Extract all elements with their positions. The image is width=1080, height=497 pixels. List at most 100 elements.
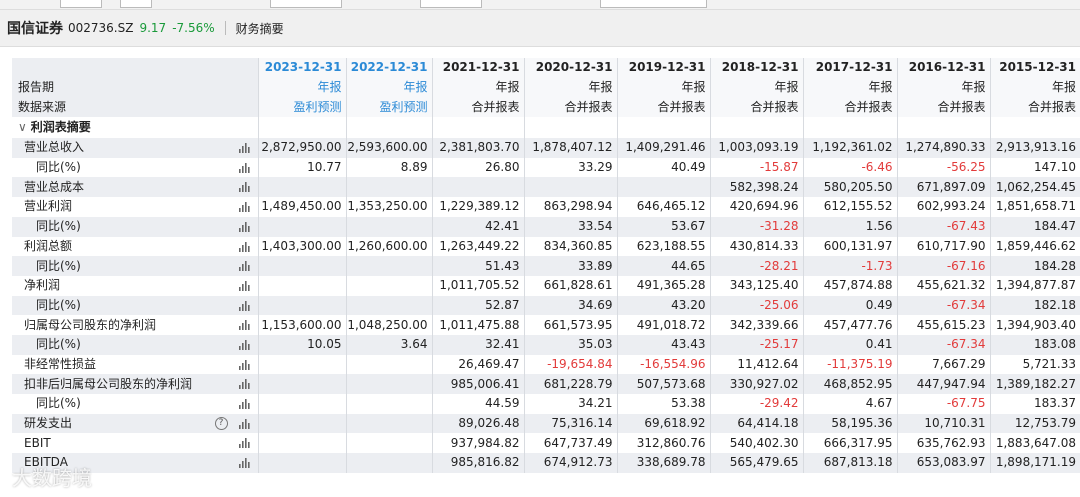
chart-icon[interactable]	[238, 202, 250, 213]
input[interactable]	[270, 0, 342, 8]
value-cell: 33.54	[523, 216, 617, 237]
row-label-cell: 净利润	[12, 275, 258, 296]
value-cell	[257, 453, 346, 473]
chart-icon[interactable]	[238, 182, 250, 193]
value-cell	[257, 216, 346, 237]
data-row: EBIT 937,984.82 647,737.49 312,860.76 540,40…	[12, 433, 1080, 454]
data-row: 同比(%) 10.05 3.64 32.41 35.03 43.43 -25.17 0.41-…	[12, 334, 1080, 355]
header-row: 数据来源 盈利预测 盈利预测 合并报表 合并报表 合并报表 合并报表 合并报表 合并报表 合并报表	[12, 97, 1080, 118]
value-cell: 43.43	[616, 334, 710, 355]
price: 9.17	[139, 21, 167, 35]
value-cell: -56.25	[896, 157, 990, 178]
row-label: 同比(%)	[36, 160, 81, 175]
finance-table: 2023-12-31 2022-12-31 2021-12-31 2020-12-31…	[12, 58, 1080, 473]
toolbar	[0, 0, 1080, 10]
chart-icon[interactable]	[238, 162, 250, 173]
input[interactable]	[60, 0, 102, 8]
chart-icon[interactable]	[238, 399, 250, 409]
chart-icon[interactable]	[238, 458, 250, 469]
source-cell[interactable]: 盈利预测	[345, 97, 432, 118]
value-cell	[345, 216, 432, 237]
help-icon[interactable]: ?	[214, 416, 228, 430]
tab[interactable]: 财务摘要	[235, 21, 284, 36]
value-cell: 661,573.95	[523, 315, 617, 335]
chart-icon[interactable]	[238, 379, 250, 390]
chart-icon[interactable]	[238, 221, 250, 232]
value-cell: 26.80	[431, 157, 524, 178]
chart-icon[interactable]	[238, 418, 250, 429]
cell	[523, 117, 617, 139]
row-label: 利润总额	[24, 238, 73, 253]
value-cell: 602,993.24	[896, 197, 990, 217]
value-cell: 147.10	[989, 157, 1080, 178]
column-date: 2022-12-31	[345, 58, 432, 78]
value-cell: -25.06	[709, 295, 803, 316]
section-row: ∨ 利润表摘要	[12, 117, 1080, 139]
source-cell[interactable]: 盈利预测	[257, 97, 346, 118]
value-cell: 1,003,093.19	[709, 138, 803, 158]
period-cell: 年报	[616, 77, 710, 98]
row-label-cell: 非经常性损益	[12, 354, 258, 375]
chart-icon[interactable]	[238, 438, 250, 449]
value-cell: 612,155.52	[802, 197, 897, 217]
value-cell: 7,667.29	[896, 354, 990, 375]
value-cell: 457,477.76	[802, 315, 897, 335]
chart-icon[interactable]	[238, 241, 250, 252]
input[interactable]	[120, 0, 152, 8]
value-cell: 2,913,913.16	[989, 138, 1080, 158]
row-label: 同比(%)	[36, 297, 81, 312]
row-label: 同比(%)	[36, 258, 81, 273]
value-cell: 58,195.36	[802, 413, 897, 434]
section-cell: ∨ 利润表摘要	[12, 117, 258, 139]
chart-icon[interactable]	[238, 280, 250, 291]
value-cell: 12,753.79	[989, 413, 1080, 434]
value-cell	[345, 453, 432, 473]
value-cell: 681,228.79	[523, 374, 617, 394]
value-cell	[257, 354, 346, 375]
value-cell: 1,011,475.88	[431, 315, 524, 335]
chart-icon[interactable]	[238, 359, 250, 370]
value-cell	[345, 394, 432, 414]
value-cell: 8.89	[345, 157, 432, 178]
cell	[989, 117, 1080, 139]
chart-icon[interactable]	[238, 261, 250, 272]
value-cell	[345, 433, 432, 454]
row-label: 营业总成本	[24, 179, 85, 194]
value-cell: 53.38	[616, 394, 710, 414]
value-cell	[523, 177, 617, 198]
value-cell: 343,125.40	[709, 275, 803, 296]
value-cell: 1,851,658.71	[989, 197, 1080, 217]
value-cell: 1,489,450.00	[257, 197, 346, 217]
value-cell: 10.77	[257, 157, 346, 178]
input[interactable]	[600, 0, 707, 8]
input[interactable]	[420, 0, 482, 8]
collapse-arrow[interactable]: ∨	[18, 120, 27, 135]
cell	[709, 117, 803, 139]
stock-header: 国信证券 002736.SZ 9.17 -7.56% 财务摘要	[0, 10, 1080, 47]
chart-icon[interactable]	[238, 300, 250, 311]
row-label: 扣非后归属母公司股东的净利润	[24, 376, 193, 391]
value-cell: 1,883,647.08	[989, 433, 1080, 454]
value-cell: 455,621.32	[896, 275, 990, 296]
header-row: 2023-12-31 2022-12-31 2021-12-31 2020-12-31…	[12, 58, 1080, 78]
value-cell: 1,260,600.00	[345, 236, 432, 257]
value-cell	[257, 275, 346, 296]
value-cell: 64,414.18	[709, 413, 803, 434]
value-cell: 330,927.02	[709, 374, 803, 394]
value-cell: 661,828.61	[523, 275, 617, 296]
column-date: 2021-12-31	[431, 58, 524, 78]
chart-icon[interactable]	[238, 143, 250, 154]
value-cell: -67.34	[896, 334, 990, 355]
chart-icon[interactable]	[238, 339, 250, 350]
row-label: 营业总收入	[24, 140, 85, 155]
chart-icon[interactable]	[238, 320, 250, 331]
value-cell: 610,717.90	[896, 236, 990, 257]
cell	[802, 117, 897, 139]
value-cell: 5,721.33	[989, 354, 1080, 375]
value-cell: 44.65	[616, 256, 710, 276]
value-cell: 687,813.18	[802, 453, 897, 473]
row-label-cell: 同比(%)	[12, 334, 258, 355]
value-cell: 540,402.30	[709, 433, 803, 454]
stock-code: 002736.SZ	[68, 21, 134, 35]
row-label-cell: 归属母公司股东的净利润	[12, 315, 258, 335]
